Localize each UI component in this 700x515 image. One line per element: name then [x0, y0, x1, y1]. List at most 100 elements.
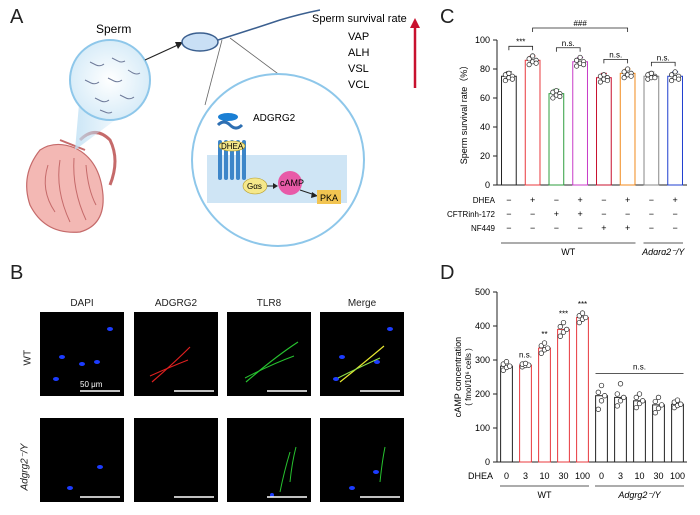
data-point	[581, 62, 587, 68]
sperm-label: Sperm	[96, 22, 131, 36]
sperm-cell	[181, 9, 321, 52]
dose-label: 3	[618, 471, 623, 481]
bar	[596, 77, 612, 186]
data-point	[550, 95, 556, 101]
data-point	[604, 78, 610, 84]
bar	[519, 364, 532, 463]
data-point	[614, 391, 620, 397]
data-point	[617, 398, 624, 404]
data-point	[526, 56, 532, 62]
y-tick-label: 100	[475, 35, 490, 45]
micrograph-images	[40, 312, 404, 502]
data-point	[538, 350, 544, 356]
significance-label: n.s.	[562, 39, 575, 48]
data-point	[669, 72, 675, 78]
treatment-label: NF449	[471, 224, 496, 233]
treatment-sign: +	[672, 195, 677, 205]
dose-label: 100	[670, 471, 685, 481]
data-point	[659, 402, 665, 408]
treatment-sign: −	[601, 195, 606, 205]
chart-c: 0 20 40 60 80 100 Sperm survival rate（%） *** n.s…	[447, 19, 687, 255]
y-tick-label: 0	[485, 180, 490, 190]
data-point	[601, 72, 607, 78]
treatment-sign: +	[601, 223, 606, 233]
treatment-label: DHEA	[473, 196, 496, 205]
significance-label: n.s.	[633, 363, 646, 372]
data-point	[502, 78, 508, 84]
data-point	[583, 314, 589, 321]
dose-row-label: DHEA	[468, 471, 493, 481]
data-point	[541, 340, 548, 346]
row-label-wt: WT	[22, 349, 34, 366]
y-tick-label: 500	[475, 287, 490, 297]
param-vcl: VCL	[348, 79, 369, 91]
data-point	[564, 326, 570, 333]
significance-bracket	[532, 27, 629, 32]
data-point	[507, 363, 513, 369]
significance-label: n.s.	[657, 53, 670, 62]
bar	[500, 365, 513, 463]
data-point	[557, 94, 563, 100]
panel-letter-c: C	[440, 6, 455, 28]
galpha-label: Gαs	[247, 182, 262, 191]
bar	[576, 317, 589, 463]
y-axis-label: cAMP concentration	[453, 337, 463, 417]
bar	[557, 328, 570, 463]
data-point	[522, 360, 529, 367]
data-point	[678, 401, 684, 407]
data-point	[633, 404, 639, 411]
data-point	[640, 398, 646, 404]
bar	[652, 404, 665, 463]
data-point	[560, 319, 567, 326]
significance-label: n.s.	[519, 350, 532, 359]
group-label: WT	[538, 490, 552, 500]
panel-a-schematic: Sperm ADGRG2 DHEA Gαs cAMP PKA Sperm sur	[26, 9, 420, 247]
y-tick-label: 60	[480, 93, 490, 103]
column-label-adgrg2: ADGRG2	[154, 298, 198, 309]
data-point	[655, 394, 662, 401]
data-point	[617, 381, 624, 387]
data-point	[674, 397, 681, 403]
y-tick-label: 300	[475, 355, 490, 365]
bar	[524, 59, 541, 186]
treatment-sign: −	[554, 195, 559, 205]
increase-arrow	[410, 18, 420, 88]
data-point	[633, 394, 639, 401]
data-point	[506, 70, 512, 76]
panel-letter-d: D	[440, 262, 455, 284]
column-label-dapi: DAPI	[70, 298, 94, 309]
receptor-label: ADGRG2	[253, 113, 296, 124]
bar	[633, 400, 646, 463]
testis-illustration	[26, 131, 117, 233]
sperm-bubble	[69, 39, 151, 121]
data-point	[621, 75, 627, 81]
pka-node	[317, 190, 341, 204]
data-point	[652, 410, 658, 416]
treatment-sign: −	[649, 209, 654, 219]
camp-node	[278, 171, 302, 195]
y-axis-label: Sperm survival rate（%）	[459, 61, 469, 165]
dose-label: 0	[599, 471, 604, 481]
significance-bracket	[603, 58, 629, 64]
param-vap: VAP	[348, 31, 369, 43]
camp-label: cAMP	[280, 178, 304, 188]
data-point	[595, 389, 601, 395]
significance-label: n.s.	[609, 50, 622, 59]
treatment-sign: −	[506, 223, 511, 233]
y-tick-label: 0	[485, 457, 490, 467]
dose-label: 10	[634, 471, 644, 481]
data-point	[579, 310, 586, 316]
data-point	[530, 53, 536, 59]
zoom-circle	[191, 73, 365, 247]
dose-label: 30	[653, 471, 663, 481]
significance-label: ***	[516, 37, 525, 46]
treatment-sign: −	[577, 223, 582, 233]
data-point	[598, 398, 605, 404]
group-label: Adgrg2⁻/Y	[641, 247, 685, 255]
significance-label: ###	[573, 19, 587, 28]
dose-label: 100	[575, 471, 590, 481]
treatment-sign: +	[625, 195, 630, 205]
data-point	[595, 406, 601, 412]
data-point	[598, 382, 605, 389]
